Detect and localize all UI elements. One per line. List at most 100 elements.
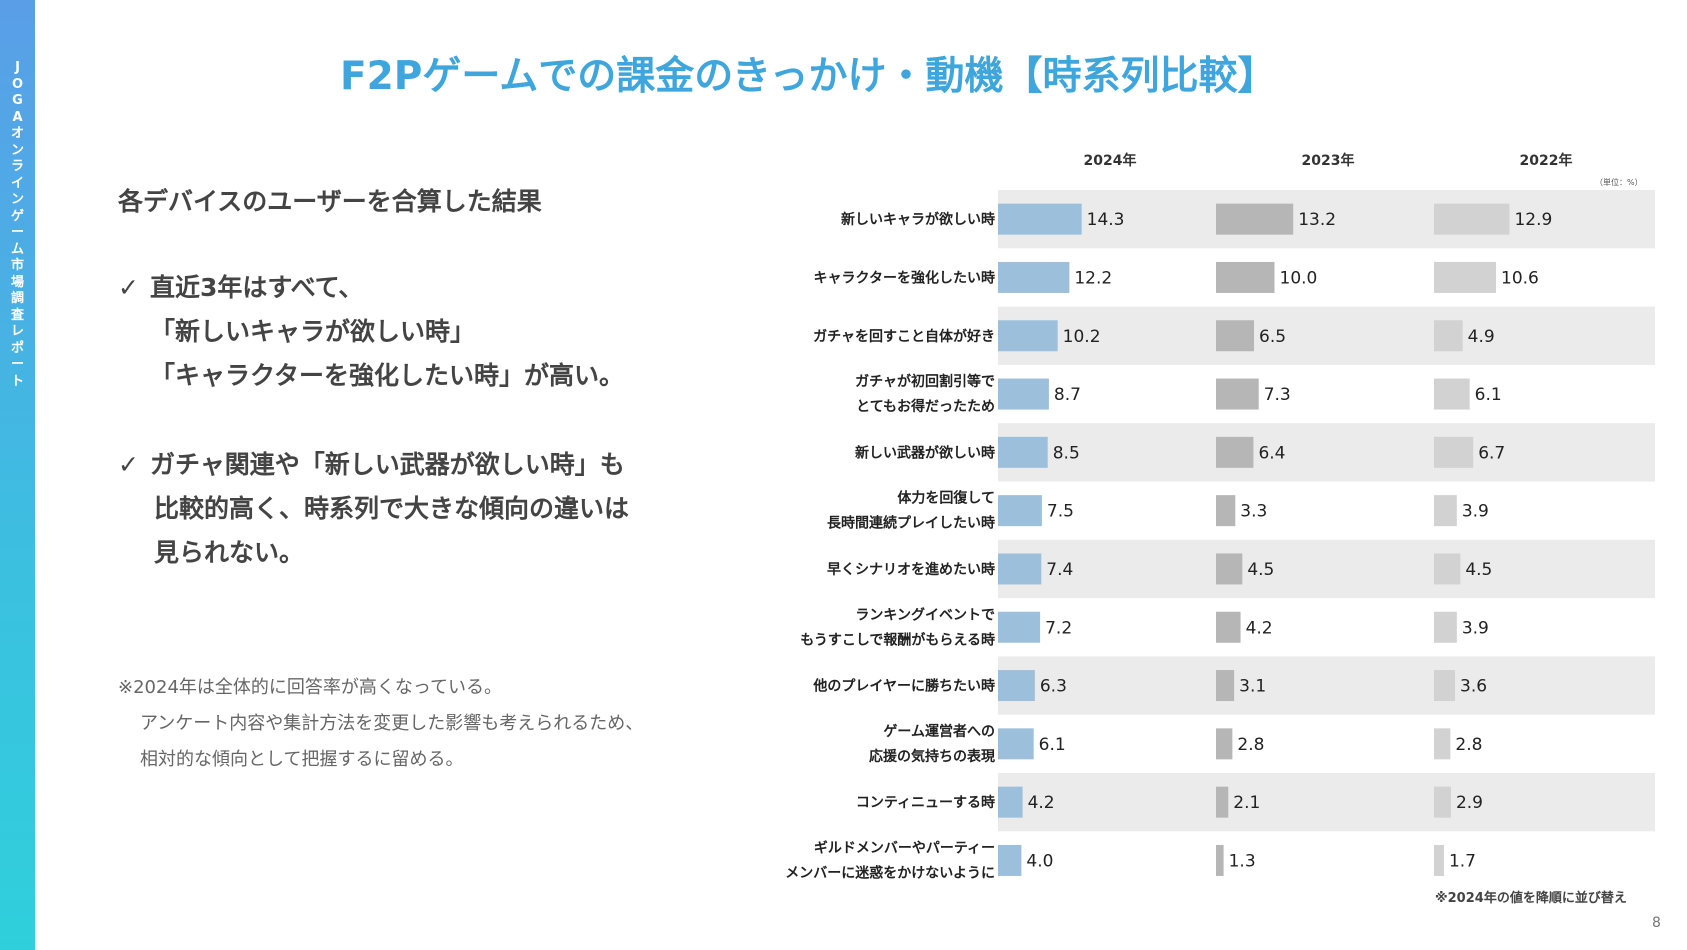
bar-2022 <box>1434 786 1451 818</box>
bar-2023 <box>1216 844 1224 876</box>
row-band <box>998 423 1655 482</box>
category-label: もうすこしで報酬がもらえる時 <box>800 631 995 648</box>
bar-2022 <box>1434 378 1470 410</box>
bar-2023 <box>1216 320 1255 352</box>
data-label: 8.7 <box>1054 385 1081 405</box>
data-label: 6.4 <box>1258 443 1285 463</box>
bar-2024 <box>998 436 1048 468</box>
bar-2023 <box>1216 611 1241 643</box>
bar-2023 <box>1216 728 1233 760</box>
data-label: 10.6 <box>1501 268 1539 288</box>
bar-2022 <box>1434 670 1456 702</box>
category-label: ガチャが初回割引等で <box>855 373 995 390</box>
category-label: キャラクターを強化したい時 <box>814 269 995 286</box>
category-label: ゲーム運営者への <box>883 723 995 740</box>
row-band <box>998 190 1655 249</box>
data-label: 3.3 <box>1240 502 1267 522</box>
row-band <box>998 773 1655 832</box>
bar-2023 <box>1216 553 1243 585</box>
bar-2024 <box>998 378 1049 410</box>
data-label: 3.9 <box>1462 618 1489 638</box>
data-label: 2.9 <box>1456 793 1483 813</box>
data-label: 7.5 <box>1047 502 1074 522</box>
data-label: 7.2 <box>1045 618 1072 638</box>
category-label: とてもお得だったため <box>856 398 995 415</box>
data-label: 4.5 <box>1465 560 1492 580</box>
data-label: 12.2 <box>1074 268 1112 288</box>
data-label: 13.2 <box>1298 210 1336 230</box>
row-band <box>998 656 1655 715</box>
data-label: 6.5 <box>1259 327 1286 347</box>
series-header-2023: 2023年 <box>1301 153 1355 169</box>
bar-2022 <box>1434 844 1444 876</box>
bar-2024 <box>998 786 1023 818</box>
sort-note: ※2024年の値を降順に並び替え <box>1435 891 1627 906</box>
bar-2024 <box>998 203 1082 235</box>
data-label: 4.5 <box>1247 560 1274 580</box>
bar-2023 <box>1216 378 1259 410</box>
category-label: コンティニューする時 <box>856 794 995 811</box>
key-point-line: 「新しいキャラが欲しい時」 <box>150 317 476 346</box>
category-label: 早くシナリオを進めたい時 <box>827 561 995 578</box>
data-label: 4.2 <box>1028 793 1055 813</box>
data-label: 12.9 <box>1514 210 1552 230</box>
category-label: ギルドメンバーやパーティー <box>814 839 995 856</box>
key-point-1: ✓ 直近3年はすべて、 「新しいキャラが欲しい時」 「キャラクターを強化したい時… <box>118 266 624 398</box>
bar-2024 <box>998 611 1041 643</box>
footnote-line: アンケート内容や集計方法を変更した影響も考えられるため、 <box>140 713 644 734</box>
data-label: 10.0 <box>1280 268 1318 288</box>
category-label: 他のプレイヤーに勝ちたい時 <box>812 678 995 695</box>
bar-2024 <box>998 844 1022 876</box>
category-label: ガチャを回すこと自体が好き <box>813 328 995 345</box>
category-label: 長時間連続プレイしたい時 <box>827 515 995 532</box>
data-label: 3.6 <box>1460 677 1487 697</box>
bar-2023 <box>1216 436 1254 468</box>
bar-2024 <box>998 320 1058 352</box>
series-header-2024: 2024年 <box>1083 153 1137 169</box>
key-point-line: 比較的高く、時系列で大きな傾向の違いは <box>154 494 630 523</box>
category-label: 新しいキャラが欲しい時 <box>841 211 995 228</box>
bar-2023 <box>1216 670 1235 702</box>
page-number: 8 <box>1652 915 1661 931</box>
series-header-2022: 2022年 <box>1519 153 1573 169</box>
bar-2022 <box>1434 495 1457 527</box>
sidebar-report-title: JOGAオンラインゲーム市場調査レポート <box>10 60 24 389</box>
category-label: ランキングイベントで <box>855 606 995 623</box>
checkmark-icon: ✓ <box>118 450 139 479</box>
bar-2023 <box>1216 261 1275 293</box>
data-label: 6.7 <box>1478 443 1505 463</box>
data-label: 6.3 <box>1040 677 1067 697</box>
data-label: 1.7 <box>1449 851 1476 871</box>
category-label: 体力を回復して <box>897 490 995 507</box>
bar-2024 <box>998 670 1035 702</box>
data-label: 3.1 <box>1239 677 1266 697</box>
data-label: 6.1 <box>1475 385 1502 405</box>
data-label: 7.4 <box>1046 560 1073 580</box>
data-label: 10.2 <box>1063 327 1101 347</box>
key-point-line: ガチャ関連や「新しい武器が欲しい時」も <box>150 450 625 479</box>
footnote: ※2024年は全体的に回答率が高くなっている。 アンケート内容や集計方法を変更し… <box>118 670 643 778</box>
page-title: F2Pゲームでの課金のきっかけ・動機【時系列比較】 <box>340 54 1277 99</box>
row-band <box>998 539 1655 599</box>
bar-2024 <box>998 728 1034 760</box>
unit-label: （単位：%） <box>1595 178 1643 187</box>
data-label: 6.1 <box>1039 735 1066 755</box>
data-label: 1.3 <box>1229 851 1256 871</box>
category-label: メンバーに迷惑をかけないように <box>785 864 995 881</box>
data-label: 2.8 <box>1455 735 1482 755</box>
key-point-line: 直近3年はすべて、 <box>150 273 364 302</box>
row-band <box>998 306 1655 365</box>
bar-2022 <box>1434 436 1474 468</box>
data-label: 4.9 <box>1468 327 1495 347</box>
data-label: 4.0 <box>1026 851 1053 871</box>
category-label: 新しい武器が欲しい時 <box>855 444 995 461</box>
bar-2023 <box>1216 786 1229 818</box>
key-point-line: 見られない。 <box>154 538 305 567</box>
data-label: 2.1 <box>1233 793 1260 813</box>
checkmark-icon: ✓ <box>118 273 139 302</box>
bar-2024 <box>998 553 1042 585</box>
key-point-2: ✓ ガチャ関連や「新しい武器が欲しい時」も 比較的高く、時系列で大きな傾向の違い… <box>118 443 629 575</box>
bar-2022 <box>1434 203 1510 235</box>
data-label: 3.9 <box>1462 502 1489 522</box>
